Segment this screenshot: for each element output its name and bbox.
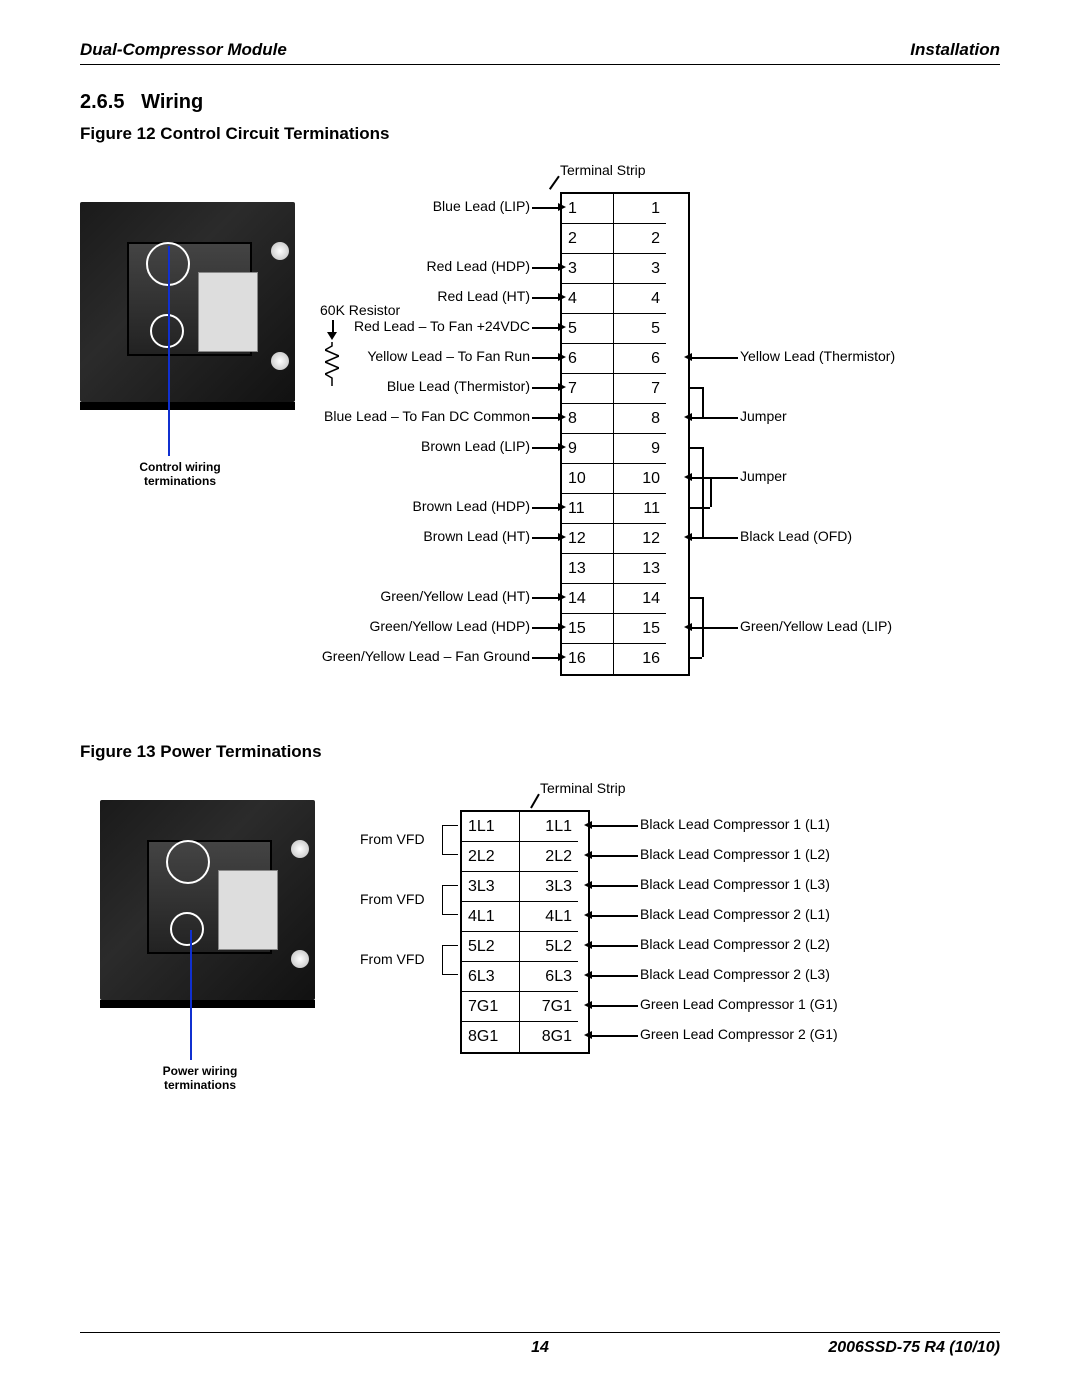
photo1-caption: Control wiringterminations <box>120 460 240 489</box>
footer: 14 2006SSD-75 R4 (10/10) <box>80 1332 1000 1357</box>
lead-label: Black Lead Compressor 1 (L2) <box>640 846 830 862</box>
section-title: Wiring <box>141 91 203 113</box>
terminal-strip-label-2: Terminal Strip <box>540 780 626 796</box>
lead-label: Black Lead Compressor 2 (L2) <box>640 936 830 952</box>
callout-line-2 <box>190 930 192 1060</box>
lead-label: Black Lead Compressor 1 (L3) <box>640 876 830 892</box>
figure12: Control wiringterminations Terminal Stri… <box>80 162 1000 702</box>
page-number: 14 <box>531 1339 549 1357</box>
lead-label: Green Lead Compressor 2 (G1) <box>640 1026 838 1042</box>
terminal-strip-2: 1L11L12L22L23L33L34L14L15L25L26L36L37G17… <box>460 810 590 1054</box>
terminal-strip-label-1: Terminal Strip <box>560 162 646 178</box>
figure13: Power wiringterminations Terminal Strip … <box>80 780 1000 1110</box>
doc-id: 2006SSD-75 R4 (10/10) <box>828 1339 1000 1357</box>
device-photo-2 <box>100 800 315 1000</box>
vfd-label: From VFD <box>360 831 425 847</box>
resistor-label: 60K Resistor <box>320 302 400 318</box>
lead-label: Blue Lead (Thermistor) <box>387 378 530 394</box>
lead-label: Red Lead (HDP) <box>427 258 531 274</box>
callout-line-1 <box>168 246 170 456</box>
header-right: Installation <box>910 40 1000 60</box>
lead-label: Blue Lead (LIP) <box>433 198 530 214</box>
lead-label: Brown Lead (HDP) <box>413 498 531 514</box>
device-photo-1 <box>80 202 295 402</box>
lead-label: Yellow Lead – To Fan Run <box>367 348 530 364</box>
lead-label: Green/Yellow Lead (HDP) <box>369 618 530 634</box>
lead-label: Green Lead Compressor 1 (G1) <box>640 996 838 1012</box>
lead-label: Green/Yellow Lead – Fan Ground <box>322 648 530 664</box>
lead-label: Green/Yellow Lead (LIP) <box>740 618 892 634</box>
resistor-symbol <box>325 342 339 386</box>
header-left: Dual-Compressor Module <box>80 40 287 60</box>
vfd-label: From VFD <box>360 951 425 967</box>
section-heading: 2.6.5 Wiring <box>80 91 1000 114</box>
lead-label: Black Lead Compressor 1 (L1) <box>640 816 830 832</box>
ts-lead-1 <box>549 176 559 190</box>
terminal-strip-1: 1122334455667788991010111112121313141415… <box>560 192 690 676</box>
figure12-title: Figure 12 Control Circuit Terminations <box>80 124 1000 144</box>
figure13-title: Figure 13 Power Terminations <box>80 742 1000 762</box>
section-number: 2.6.5 <box>80 91 124 113</box>
lead-label: Green/Yellow Lead (HT) <box>380 588 530 604</box>
lead-label: Brown Lead (HT) <box>423 528 530 544</box>
lead-label: Yellow Lead (Thermistor) <box>740 348 895 364</box>
resistor-arrowhead <box>327 332 337 340</box>
lead-label: Black Lead (OFD) <box>740 528 852 544</box>
lead-label: Blue Lead – To Fan DC Common <box>324 408 530 424</box>
photo2-caption: Power wiringterminations <box>140 1064 260 1093</box>
lead-label: Jumper <box>740 468 787 484</box>
lead-label: Red Lead – To Fan +24VDC <box>354 318 530 334</box>
lead-label: Brown Lead (LIP) <box>421 438 530 454</box>
lead-label: Red Lead (HT) <box>437 288 530 304</box>
lead-label: Black Lead Compressor 2 (L3) <box>640 966 830 982</box>
lead-label: Black Lead Compressor 2 (L1) <box>640 906 830 922</box>
vfd-label: From VFD <box>360 891 425 907</box>
ts-lead-2 <box>530 794 539 809</box>
lead-label: Jumper <box>740 408 787 424</box>
